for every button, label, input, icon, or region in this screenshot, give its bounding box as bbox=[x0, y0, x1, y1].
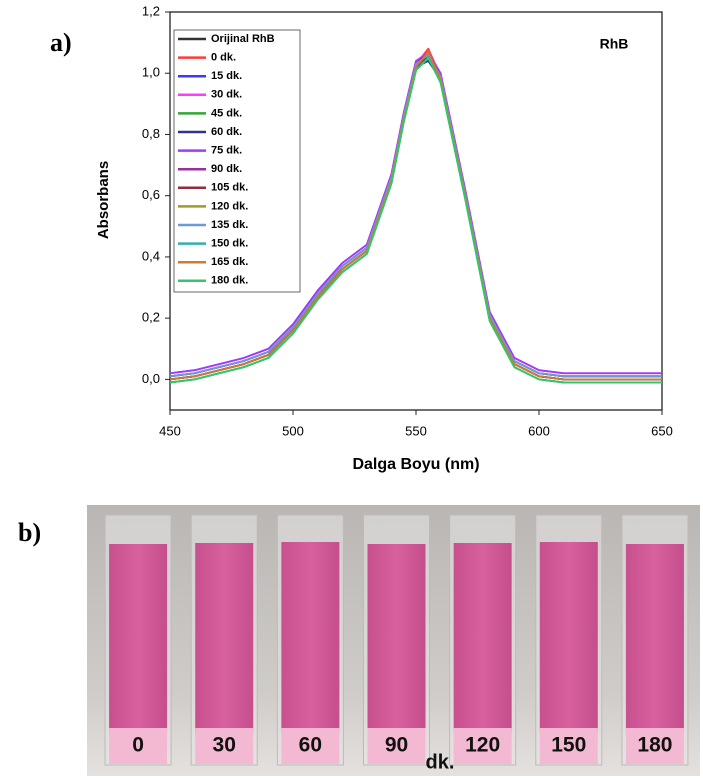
legend-box bbox=[173, 29, 301, 293]
y-tick-label: 0,8 bbox=[142, 126, 160, 141]
cuvette-base bbox=[281, 728, 340, 764]
cuvette-base bbox=[109, 728, 168, 764]
legend-label: 135 dk. bbox=[211, 219, 248, 231]
sample-label: 90 bbox=[385, 734, 408, 757]
sample-label: 30 bbox=[213, 734, 236, 757]
legend-label: 150 dk. bbox=[211, 238, 248, 250]
legend-label: 75 dk. bbox=[211, 145, 242, 157]
solution bbox=[109, 544, 168, 734]
solution bbox=[539, 542, 598, 732]
sample-label: 150 bbox=[551, 734, 586, 757]
legend-label: 30 dk. bbox=[211, 89, 242, 101]
line bbox=[169, 53, 662, 378]
line bbox=[169, 50, 662, 381]
x-tick-label: 450 bbox=[159, 423, 181, 438]
legend-label: 120 dk. bbox=[211, 200, 248, 212]
y-tick-label: 0,6 bbox=[142, 187, 160, 202]
x-tick-label: 650 bbox=[651, 423, 673, 438]
line bbox=[169, 57, 662, 384]
x-axis-label: Dalga Boyu (nm) bbox=[352, 456, 479, 473]
panel-label: a) bbox=[50, 28, 72, 57]
cuvette-base bbox=[625, 728, 684, 764]
sample-label: 120 bbox=[465, 734, 500, 757]
solution bbox=[195, 543, 254, 733]
sample-label: 0 bbox=[132, 734, 144, 757]
legend-label: 105 dk. bbox=[211, 182, 248, 194]
y-tick-label: 0,2 bbox=[142, 310, 160, 325]
legend-label: 180 dk. bbox=[211, 275, 248, 287]
cuvette-base bbox=[453, 728, 512, 764]
cuvette-base bbox=[195, 728, 254, 764]
cuvette-base bbox=[539, 728, 598, 764]
solution bbox=[367, 544, 426, 734]
y-tick-label: 1,0 bbox=[142, 65, 160, 80]
legend-label: 165 dk. bbox=[211, 256, 248, 268]
legend-label: 60 dk. bbox=[211, 126, 242, 138]
solution bbox=[625, 544, 684, 734]
sample-label: 180 bbox=[637, 734, 672, 757]
cuvette-base bbox=[367, 728, 426, 764]
legend-label: Orijinal RhB bbox=[211, 33, 275, 45]
solution bbox=[453, 543, 512, 733]
y-tick-label: 1,2 bbox=[142, 3, 160, 18]
legend-label: 15 dk. bbox=[211, 70, 242, 82]
line bbox=[169, 53, 662, 375]
legend-label: 0 dk. bbox=[211, 52, 236, 64]
x-tick-label: 600 bbox=[528, 423, 550, 438]
unit-label: dk. bbox=[426, 751, 455, 773]
panel-label: b) bbox=[18, 518, 41, 547]
solution bbox=[281, 542, 340, 732]
y-tick-label: 0,4 bbox=[142, 248, 160, 263]
legend-label: 90 dk. bbox=[211, 163, 242, 175]
y-axis-label: Absorbans bbox=[95, 161, 112, 239]
x-tick-label: 550 bbox=[405, 423, 427, 438]
legend-label: 45 dk. bbox=[211, 107, 242, 119]
x-tick-label: 500 bbox=[282, 423, 304, 438]
sample-label: 60 bbox=[299, 734, 322, 757]
y-tick-label: 0,0 bbox=[142, 371, 160, 386]
annotation: RhB bbox=[600, 36, 629, 52]
